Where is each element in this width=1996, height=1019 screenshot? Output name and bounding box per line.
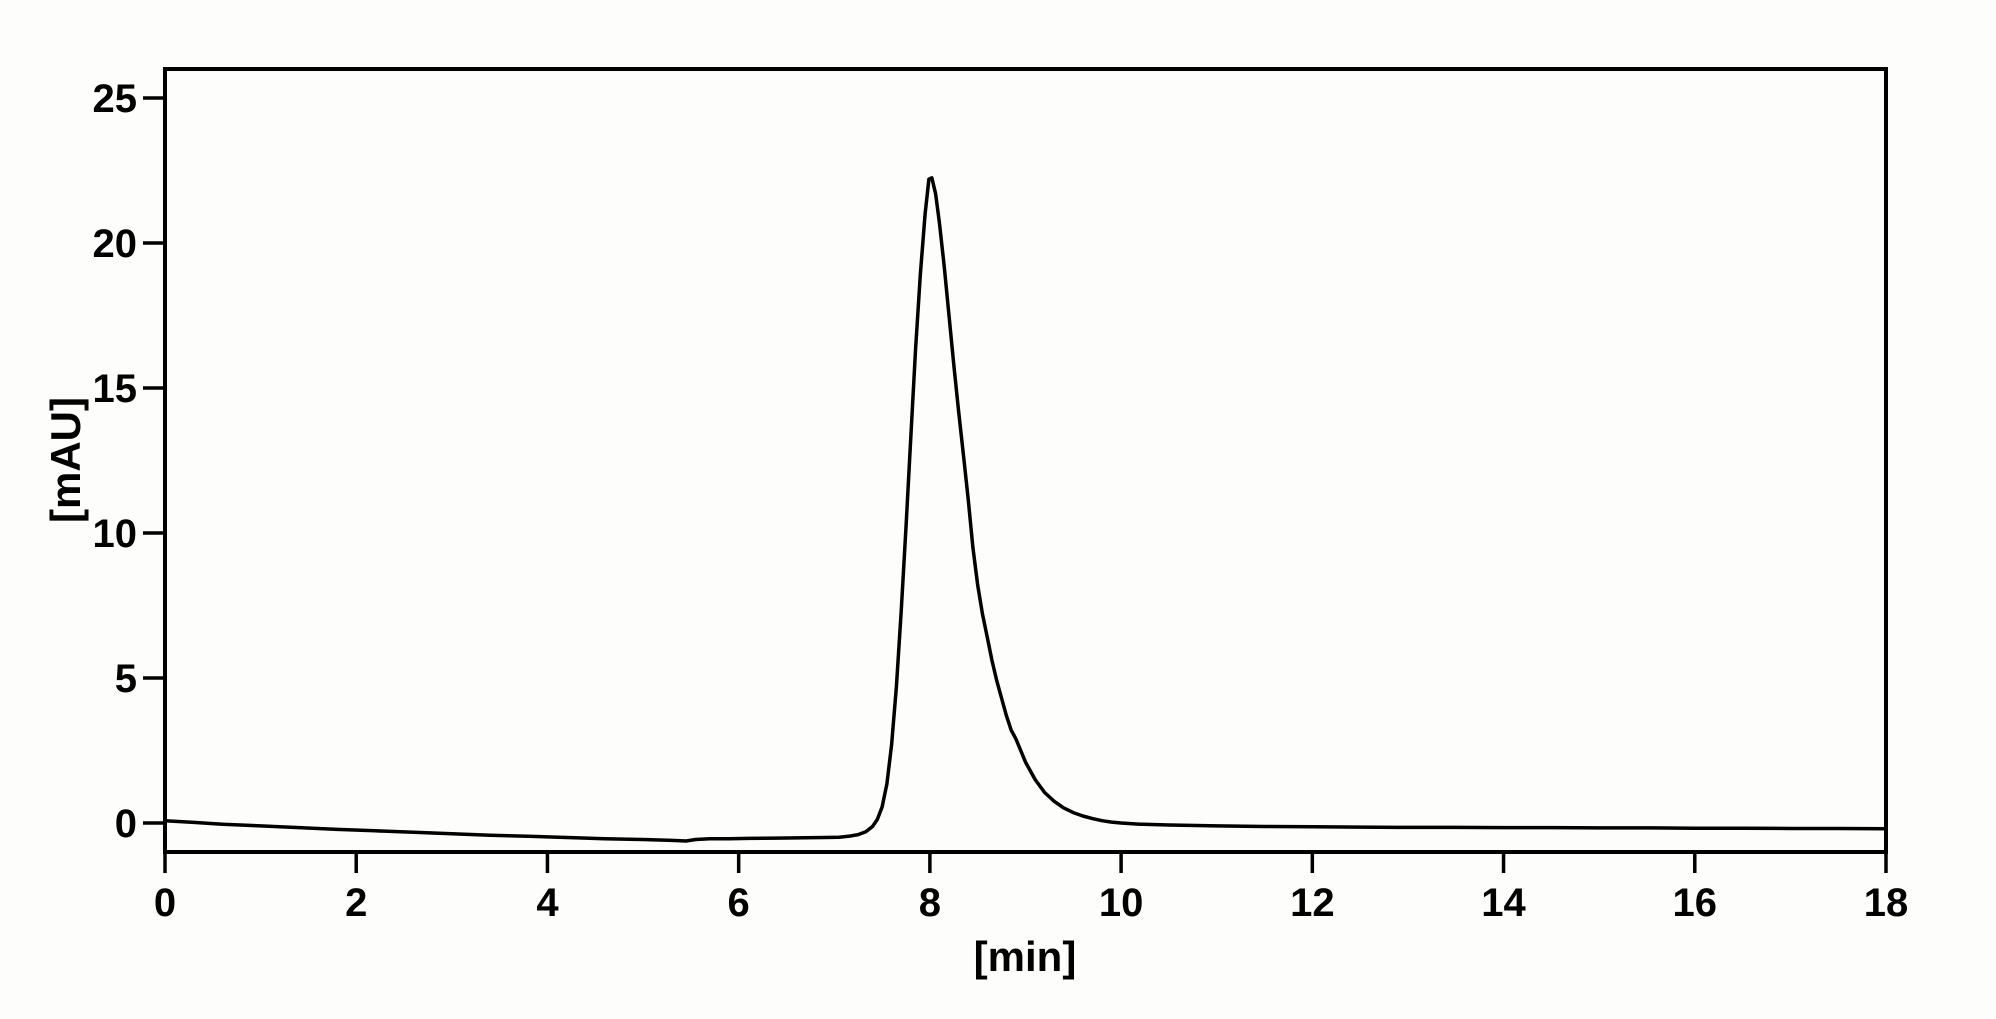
y-axis-tick-labels: 0 5 10 15 20 25 xyxy=(93,77,138,846)
y-axis-ticks xyxy=(143,96,165,825)
y-tick-label: 25 xyxy=(93,77,138,121)
x-tick-label: 14 xyxy=(1481,881,1526,925)
x-axis-ticks xyxy=(163,852,1888,873)
x-tick-label: 18 xyxy=(1864,881,1909,925)
y-tick-label: 20 xyxy=(93,222,138,266)
x-tick-label: 16 xyxy=(1673,881,1718,925)
x-axis-tick-labels: 0 2 4 6 8 10 12 14 16 18 xyxy=(154,881,1908,925)
y-tick-label: 10 xyxy=(93,512,138,556)
x-tick-label: 12 xyxy=(1290,881,1335,925)
x-tick-label: 4 xyxy=(536,881,559,925)
x-tick-label: 2 xyxy=(345,881,367,925)
y-tick-label: 5 xyxy=(115,657,137,701)
y-tick-label: 0 xyxy=(115,802,137,846)
x-tick-label: 8 xyxy=(919,881,941,925)
x-tick-label: 6 xyxy=(728,881,750,925)
y-axis-title: [mAU] xyxy=(42,397,89,523)
x-tick-label: 0 xyxy=(154,881,176,925)
signal-trace xyxy=(163,176,1888,843)
x-tick-label: 10 xyxy=(1099,881,1144,925)
plot-frame xyxy=(163,67,1888,854)
x-axis-title: [min] xyxy=(974,933,1077,980)
y-tick-label: 15 xyxy=(93,367,138,411)
